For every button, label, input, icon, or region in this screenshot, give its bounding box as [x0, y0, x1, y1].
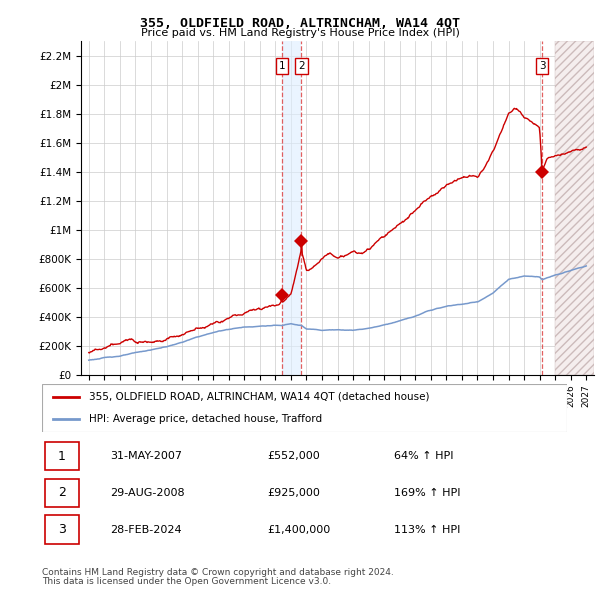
Text: 2: 2 [298, 61, 305, 71]
Text: Price paid vs. HM Land Registry's House Price Index (HPI): Price paid vs. HM Land Registry's House … [140, 28, 460, 38]
Text: 355, OLDFIELD ROAD, ALTRINCHAM, WA14 4QT (detached house): 355, OLDFIELD ROAD, ALTRINCHAM, WA14 4QT… [89, 392, 430, 402]
Bar [44, 442, 79, 470]
Bar [555, 41, 594, 375]
Text: 2: 2 [58, 486, 65, 500]
Text: This data is licensed under the Open Government Licence v3.0.: This data is licensed under the Open Gov… [42, 578, 331, 586]
Bar [44, 516, 79, 543]
Text: £925,000: £925,000 [268, 488, 320, 498]
Text: Contains HM Land Registry data © Crown copyright and database right 2024.: Contains HM Land Registry data © Crown c… [42, 568, 394, 577]
Text: 1: 1 [278, 61, 285, 71]
Text: 1: 1 [58, 450, 65, 463]
Text: 169% ↑ HPI: 169% ↑ HPI [394, 488, 460, 498]
Text: £1,400,000: £1,400,000 [268, 525, 331, 535]
Text: 31-MAY-2007: 31-MAY-2007 [110, 451, 182, 461]
Text: 3: 3 [539, 61, 545, 71]
Bar [282, 41, 301, 375]
Text: 113% ↑ HPI: 113% ↑ HPI [394, 525, 460, 535]
Text: 355, OLDFIELD ROAD, ALTRINCHAM, WA14 4QT: 355, OLDFIELD ROAD, ALTRINCHAM, WA14 4QT [140, 17, 460, 30]
Text: 28-FEB-2024: 28-FEB-2024 [110, 525, 182, 535]
Bar [44, 479, 79, 507]
Text: £552,000: £552,000 [268, 451, 320, 461]
Text: 3: 3 [58, 523, 65, 536]
Text: HPI: Average price, detached house, Trafford: HPI: Average price, detached house, Traf… [89, 414, 322, 424]
Text: 64% ↑ HPI: 64% ↑ HPI [394, 451, 453, 461]
Text: 29-AUG-2008: 29-AUG-2008 [110, 488, 185, 498]
